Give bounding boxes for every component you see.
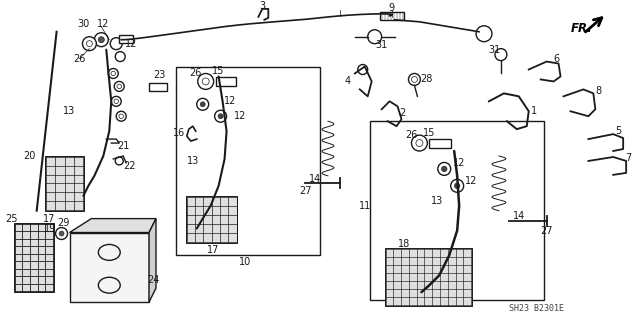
Text: 25: 25	[6, 214, 18, 224]
Circle shape	[115, 52, 125, 62]
Text: 12: 12	[97, 19, 109, 29]
Text: 17: 17	[44, 214, 56, 224]
Text: 3: 3	[259, 1, 266, 11]
Text: 23: 23	[153, 70, 165, 80]
Text: 12: 12	[453, 158, 465, 168]
Circle shape	[115, 81, 124, 91]
Text: 14: 14	[309, 174, 321, 184]
Circle shape	[59, 231, 64, 236]
Text: 2: 2	[399, 108, 406, 118]
Text: 26: 26	[73, 54, 86, 63]
Circle shape	[111, 96, 121, 106]
Text: 26: 26	[405, 130, 418, 140]
Text: 21: 21	[117, 141, 129, 151]
Circle shape	[408, 73, 420, 85]
Text: 10: 10	[239, 257, 252, 267]
Bar	[176, 67, 320, 256]
Circle shape	[110, 38, 122, 50]
Circle shape	[56, 227, 68, 240]
Text: 13: 13	[431, 196, 444, 206]
Bar	[216, 78, 236, 86]
Circle shape	[412, 135, 428, 151]
Text: 13: 13	[63, 106, 76, 116]
Text: 30: 30	[77, 19, 90, 29]
Text: 8: 8	[595, 86, 602, 96]
Text: 22: 22	[123, 161, 136, 171]
Text: 29: 29	[58, 218, 70, 227]
Bar	[186, 196, 237, 243]
Text: 16: 16	[173, 128, 185, 138]
Circle shape	[218, 114, 223, 119]
Circle shape	[116, 111, 126, 121]
Bar	[119, 35, 133, 43]
Text: 14: 14	[513, 211, 525, 221]
Text: 20: 20	[24, 151, 36, 161]
Circle shape	[198, 73, 214, 89]
Circle shape	[438, 162, 451, 175]
Text: 27: 27	[540, 226, 553, 235]
Bar	[429, 139, 451, 148]
Circle shape	[99, 37, 104, 43]
Text: 4: 4	[345, 77, 351, 86]
Circle shape	[83, 37, 97, 51]
Text: 31: 31	[488, 45, 500, 55]
Bar	[385, 249, 472, 306]
Circle shape	[196, 98, 209, 110]
Text: SH23 B2301E: SH23 B2301E	[509, 304, 564, 313]
Circle shape	[214, 110, 227, 122]
Bar	[45, 156, 84, 211]
Text: 5: 5	[615, 126, 621, 136]
Text: 12: 12	[234, 111, 246, 121]
Text: 17: 17	[207, 245, 219, 256]
Circle shape	[94, 33, 108, 47]
Bar	[14, 223, 54, 292]
Circle shape	[368, 30, 381, 44]
Bar	[380, 12, 404, 20]
Circle shape	[495, 48, 507, 61]
Circle shape	[442, 166, 447, 172]
Text: 12: 12	[125, 39, 138, 49]
Text: 26: 26	[189, 69, 202, 78]
Text: 13: 13	[187, 156, 199, 166]
Text: 19: 19	[44, 224, 56, 234]
Text: 28: 28	[420, 74, 433, 85]
Text: 12: 12	[465, 176, 477, 186]
Text: 12: 12	[225, 96, 237, 106]
Text: 27: 27	[299, 186, 311, 196]
Text: 18: 18	[398, 240, 411, 249]
Circle shape	[454, 183, 460, 189]
Polygon shape	[149, 219, 156, 302]
Text: 15: 15	[423, 128, 436, 138]
Circle shape	[108, 69, 118, 78]
Circle shape	[476, 26, 492, 42]
Polygon shape	[70, 219, 156, 233]
Circle shape	[200, 102, 205, 107]
Text: 15: 15	[212, 66, 225, 77]
Text: FR.: FR.	[570, 22, 592, 35]
Circle shape	[451, 179, 463, 192]
Text: 11: 11	[358, 201, 371, 211]
Bar	[70, 233, 149, 302]
Bar	[149, 84, 167, 91]
Text: 9: 9	[388, 3, 395, 13]
Text: 1: 1	[531, 106, 537, 116]
Text: 31: 31	[376, 40, 388, 50]
Text: 24: 24	[147, 275, 159, 285]
Bar	[370, 121, 543, 300]
Text: 7: 7	[625, 153, 631, 163]
Circle shape	[358, 64, 368, 74]
Text: 6: 6	[554, 54, 559, 63]
